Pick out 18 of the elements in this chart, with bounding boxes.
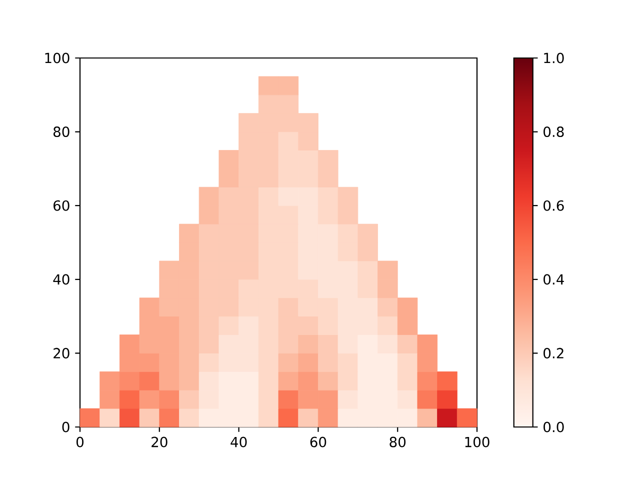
color-bar-label: 0.4 xyxy=(544,274,564,285)
y-tick-label: 0 xyxy=(62,422,70,432)
y-tick-label: 80 xyxy=(53,126,70,138)
color-bar-label: 1.0 xyxy=(544,52,564,64)
x-tick-label: 100 xyxy=(465,436,490,448)
color-bar-label: 0.2 xyxy=(544,348,564,358)
x-tick-label: 80 xyxy=(390,436,406,448)
color-bar-label: 0.0 xyxy=(544,422,564,432)
color-bar-label: 0.8 xyxy=(544,126,564,138)
color-bar-label: 0.6 xyxy=(544,200,564,211)
x-tick-label: 20 xyxy=(152,436,168,448)
x-tick-label: 0 xyxy=(76,436,84,448)
y-tick-label: 100 xyxy=(45,52,70,64)
y-tick-label: 60 xyxy=(54,200,70,211)
y-tick-label: 40 xyxy=(53,274,70,285)
y-tick-label: 20 xyxy=(54,348,70,358)
x-tick-label: 40 xyxy=(230,436,247,448)
x-tick-label: 60 xyxy=(310,436,326,448)
